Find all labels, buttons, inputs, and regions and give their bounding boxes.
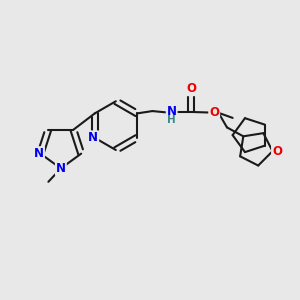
Text: N: N (167, 106, 177, 118)
Text: H: H (167, 115, 176, 125)
Text: O: O (209, 106, 219, 119)
Text: N: N (34, 147, 44, 160)
Text: O: O (186, 82, 196, 95)
Text: N: N (56, 162, 66, 175)
Text: O: O (272, 145, 282, 158)
Text: N: N (88, 131, 98, 144)
